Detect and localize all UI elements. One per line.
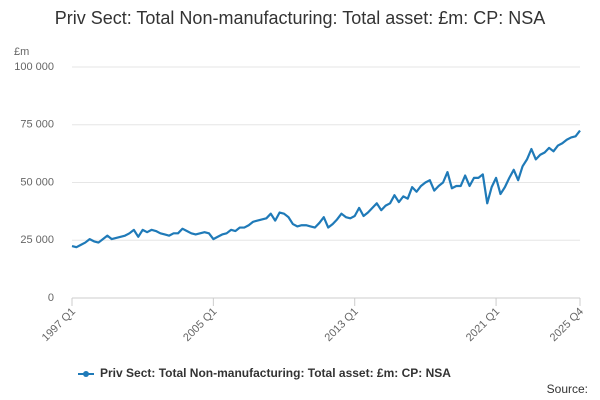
y-tick-label: 100 000 — [14, 61, 54, 73]
source: Source: — [547, 382, 588, 396]
x-tick-label: 2021 Q1 — [464, 306, 502, 344]
x-tick-label: 2005 Q1 — [181, 306, 219, 344]
y-unit: £m — [14, 46, 29, 58]
y-tick-label: 25 000 — [20, 234, 54, 246]
x-tick-label: 2013 Q1 — [323, 306, 361, 344]
line-series — [71, 129, 581, 249]
chart-title: Priv Sect: Total Non-manufacturing: Tota… — [54, 8, 546, 28]
legend-label: Priv Sect: Total Non-manufacturing: Tota… — [100, 366, 451, 380]
y-tick-label: 0 — [48, 292, 54, 304]
legend-marker — [83, 371, 89, 377]
x-tick-label: 1997 Q1 — [40, 306, 78, 344]
y-tick-label: 75 000 — [20, 119, 54, 131]
y-tick-label: 50 000 — [20, 176, 54, 188]
x-tick-label: 2025 Q4 — [548, 306, 586, 344]
